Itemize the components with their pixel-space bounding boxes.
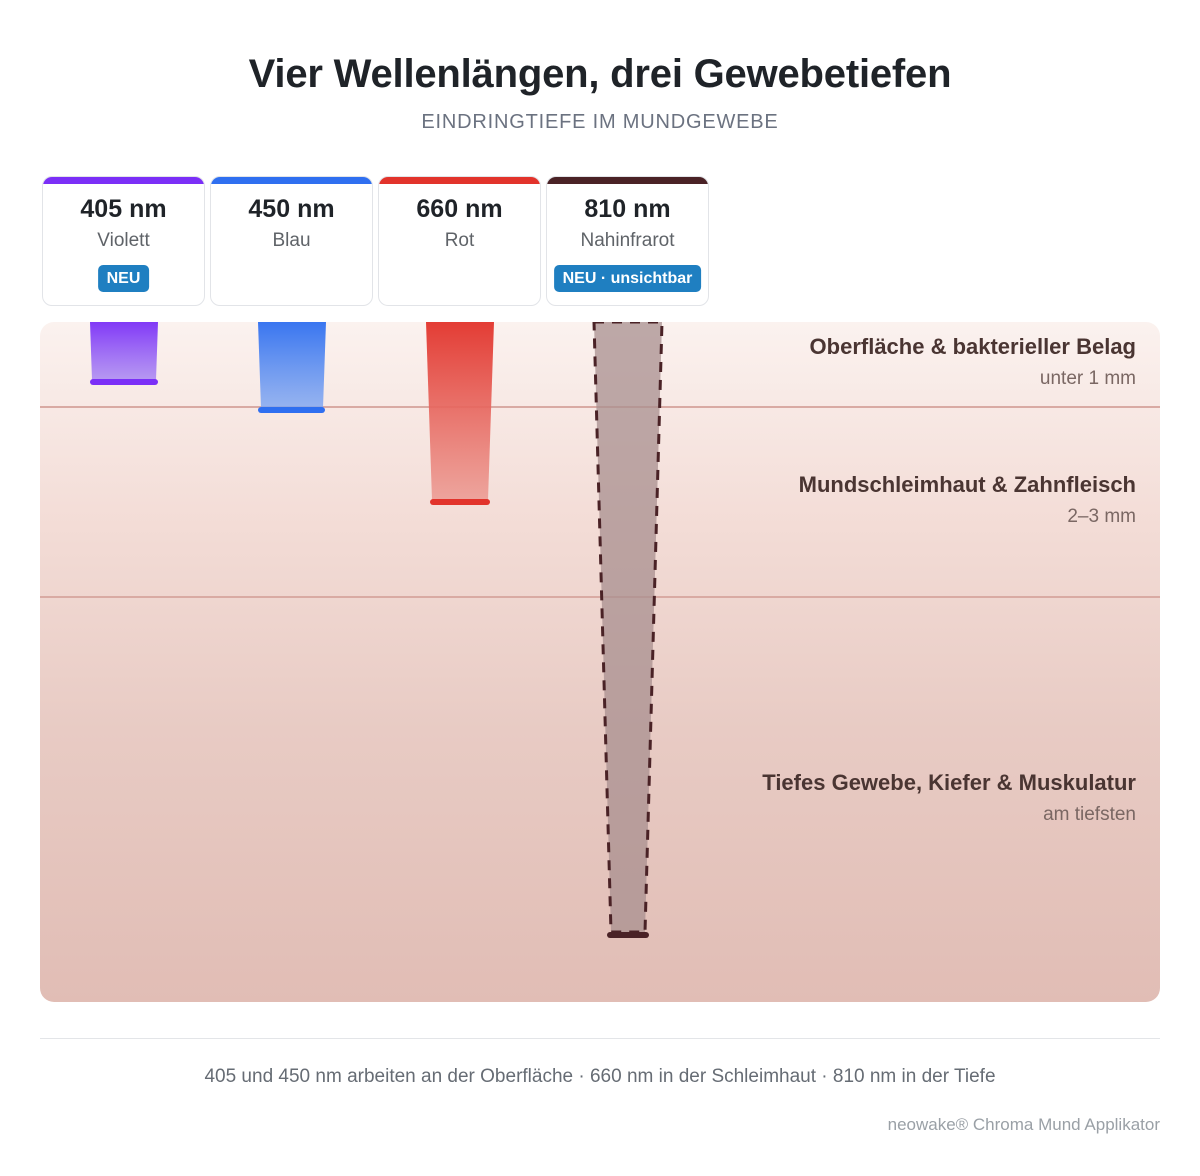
wavelength-value: 810 nm bbox=[584, 195, 671, 223]
layer-depth: am tiefsten bbox=[1043, 804, 1136, 825]
new-badge: NEU bbox=[97, 265, 150, 292]
layer-depth: unter 1 mm bbox=[1039, 368, 1136, 389]
beam-810-end bbox=[607, 932, 649, 938]
page-title: Vier Wellenlängen, drei Gewebetiefen bbox=[248, 52, 952, 96]
wavelength-card-450: 450 nm Blau bbox=[210, 176, 373, 306]
penetration-beams bbox=[90, 322, 664, 938]
layer-title: Oberfläche & bakterieller Belag bbox=[809, 334, 1136, 359]
footer-divider bbox=[40, 1038, 1160, 1039]
layer-label-deep-tissue: Tiefes Gewebe, Kiefer & Muskulatur am ti… bbox=[762, 770, 1136, 826]
color-bar-blue bbox=[211, 177, 372, 184]
wavelength-name: Blau bbox=[272, 230, 311, 251]
footer-caption: 405 und 450 nm arbeiten an der Oberfläch… bbox=[204, 1066, 996, 1087]
wavelength-name: Violett bbox=[97, 230, 150, 251]
new-invisible-badge: NEU · unsichtbar bbox=[553, 265, 702, 292]
wavelength-name: Rot bbox=[444, 230, 475, 251]
beam-405-end bbox=[90, 379, 158, 385]
layer-label-surface: Oberfläche & bakterieller Belag unter 1 … bbox=[810, 334, 1136, 390]
wavelength-card-660: 660 nm Rot bbox=[378, 176, 541, 306]
layer-depth: 2–3 mm bbox=[1067, 506, 1136, 527]
beam-405 bbox=[90, 322, 158, 380]
color-bar-nir bbox=[547, 177, 708, 184]
layer-title: Mundschleimhaut & Zahnfleisch bbox=[798, 472, 1136, 497]
wavelength-card-405: 405 nm Violett NEU bbox=[42, 176, 205, 306]
tissue-cross-section: Oberfläche & bakterieller Belag unter 1 … bbox=[40, 322, 1160, 1002]
wavelength-value: 405 nm bbox=[80, 195, 167, 223]
beam-660 bbox=[426, 322, 494, 500]
wavelength-value: 450 nm bbox=[248, 195, 335, 223]
page-subtitle: EINDRINGTIEFE IM MUNDGEWEBE bbox=[421, 111, 779, 133]
beam-450-end bbox=[258, 407, 325, 413]
layer-boundary-mucosa bbox=[40, 596, 1160, 598]
footer-credit: neowake® Chroma Mund Applikator bbox=[887, 1115, 1160, 1134]
layer-label-mucosa: Mundschleimhaut & Zahnfleisch 2–3 mm bbox=[799, 472, 1136, 528]
beam-450 bbox=[258, 322, 326, 408]
color-bar-violet bbox=[43, 177, 204, 184]
color-bar-red bbox=[379, 177, 540, 184]
layer-title: Tiefes Gewebe, Kiefer & Muskulatur bbox=[762, 770, 1136, 795]
wavelength-name: Nahinfrarot bbox=[580, 230, 675, 251]
wavelength-value: 660 nm bbox=[416, 195, 503, 223]
beam-810 bbox=[592, 322, 664, 934]
wavelength-card-810: 810 nm Nahinfrarot NEU · unsichtbar bbox=[546, 176, 709, 306]
beam-660-end bbox=[430, 499, 490, 505]
